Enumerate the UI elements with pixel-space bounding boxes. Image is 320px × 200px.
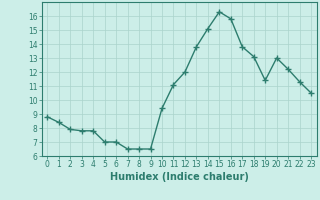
X-axis label: Humidex (Indice chaleur): Humidex (Indice chaleur) bbox=[110, 172, 249, 182]
